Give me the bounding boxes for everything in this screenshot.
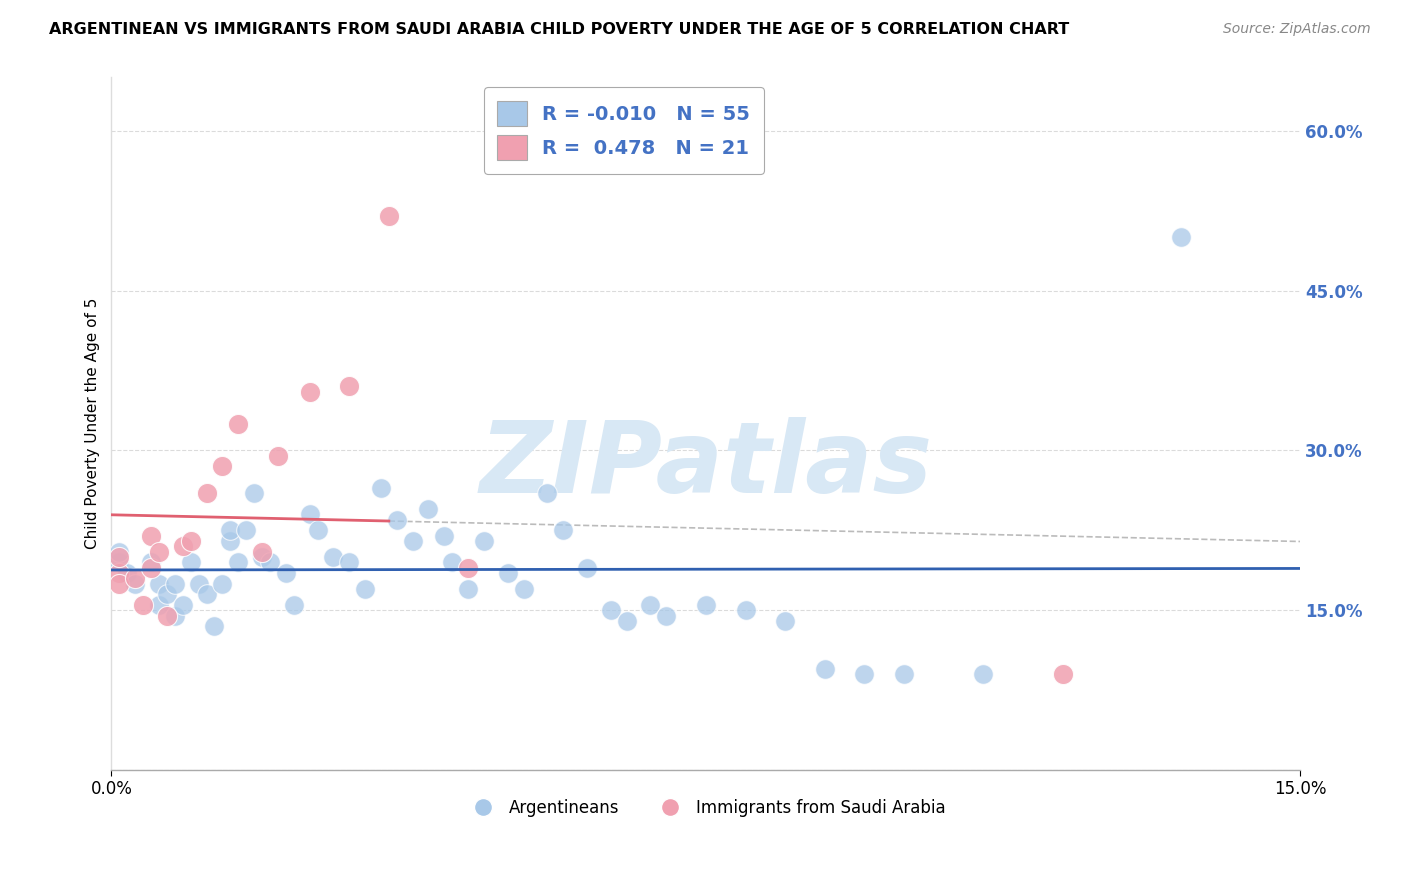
- Point: [180, 533, 202, 548]
- Point: [163, 608, 186, 623]
- Text: ARGENTINEAN VS IMMIGRANTS FROM SAUDI ARABIA CHILD POVERTY UNDER THE AGE OF 5 COR: ARGENTINEAN VS IMMIGRANTS FROM SAUDI ARA…: [49, 22, 1070, 37]
- Point: [148, 576, 170, 591]
- Point: [219, 523, 242, 537]
- Point: [226, 555, 249, 569]
- Point: [243, 486, 266, 500]
- Point: [250, 544, 273, 558]
- Point: [219, 533, 242, 548]
- Point: [226, 417, 249, 431]
- Point: [401, 533, 423, 548]
- Point: [124, 576, 146, 591]
- Point: [259, 555, 281, 569]
- Y-axis label: Child Poverty Under the Age of 5: Child Poverty Under the Age of 5: [86, 298, 100, 549]
- Point: [616, 614, 638, 628]
- Point: [695, 598, 717, 612]
- Point: [354, 582, 377, 596]
- Point: [139, 560, 162, 574]
- Point: [433, 528, 456, 542]
- Point: [139, 555, 162, 569]
- Point: [283, 598, 305, 612]
- Point: [148, 598, 170, 612]
- Point: [1170, 230, 1192, 244]
- Point: [307, 523, 329, 537]
- Point: [108, 576, 131, 591]
- Point: [298, 384, 321, 399]
- Point: [553, 523, 575, 537]
- Point: [195, 587, 218, 601]
- Point: [378, 209, 401, 223]
- Point: [1052, 667, 1074, 681]
- Point: [139, 528, 162, 542]
- Point: [655, 608, 678, 623]
- Text: ZIPatlas: ZIPatlas: [479, 417, 932, 514]
- Point: [418, 502, 440, 516]
- Point: [457, 582, 479, 596]
- Point: [180, 555, 202, 569]
- Point: [172, 539, 194, 553]
- Point: [773, 614, 796, 628]
- Point: [117, 566, 139, 580]
- Point: [893, 667, 915, 681]
- Point: [322, 549, 344, 564]
- Point: [132, 598, 155, 612]
- Point: [472, 533, 495, 548]
- Point: [267, 449, 290, 463]
- Point: [298, 508, 321, 522]
- Point: [575, 560, 598, 574]
- Point: [536, 486, 558, 500]
- Point: [108, 549, 131, 564]
- Point: [274, 566, 297, 580]
- Point: [972, 667, 994, 681]
- Point: [211, 576, 233, 591]
- Point: [250, 549, 273, 564]
- Point: [195, 486, 218, 500]
- Point: [148, 544, 170, 558]
- Point: [172, 598, 194, 612]
- Point: [337, 555, 360, 569]
- Point: [734, 603, 756, 617]
- Point: [599, 603, 621, 617]
- Point: [163, 576, 186, 591]
- Point: [108, 555, 131, 569]
- Point: [211, 459, 233, 474]
- Point: [496, 566, 519, 580]
- Text: Source: ZipAtlas.com: Source: ZipAtlas.com: [1223, 22, 1371, 37]
- Point: [512, 582, 534, 596]
- Point: [156, 608, 179, 623]
- Point: [235, 523, 257, 537]
- Point: [124, 571, 146, 585]
- Point: [853, 667, 876, 681]
- Point: [156, 587, 179, 601]
- Legend: Argentineans, Immigrants from Saudi Arabia: Argentineans, Immigrants from Saudi Arab…: [460, 793, 953, 824]
- Point: [441, 555, 464, 569]
- Point: [108, 544, 131, 558]
- Point: [370, 481, 392, 495]
- Point: [814, 662, 837, 676]
- Point: [640, 598, 662, 612]
- Point: [337, 379, 360, 393]
- Point: [204, 619, 226, 633]
- Point: [108, 566, 131, 580]
- Point: [385, 513, 408, 527]
- Point: [457, 560, 479, 574]
- Point: [187, 576, 209, 591]
